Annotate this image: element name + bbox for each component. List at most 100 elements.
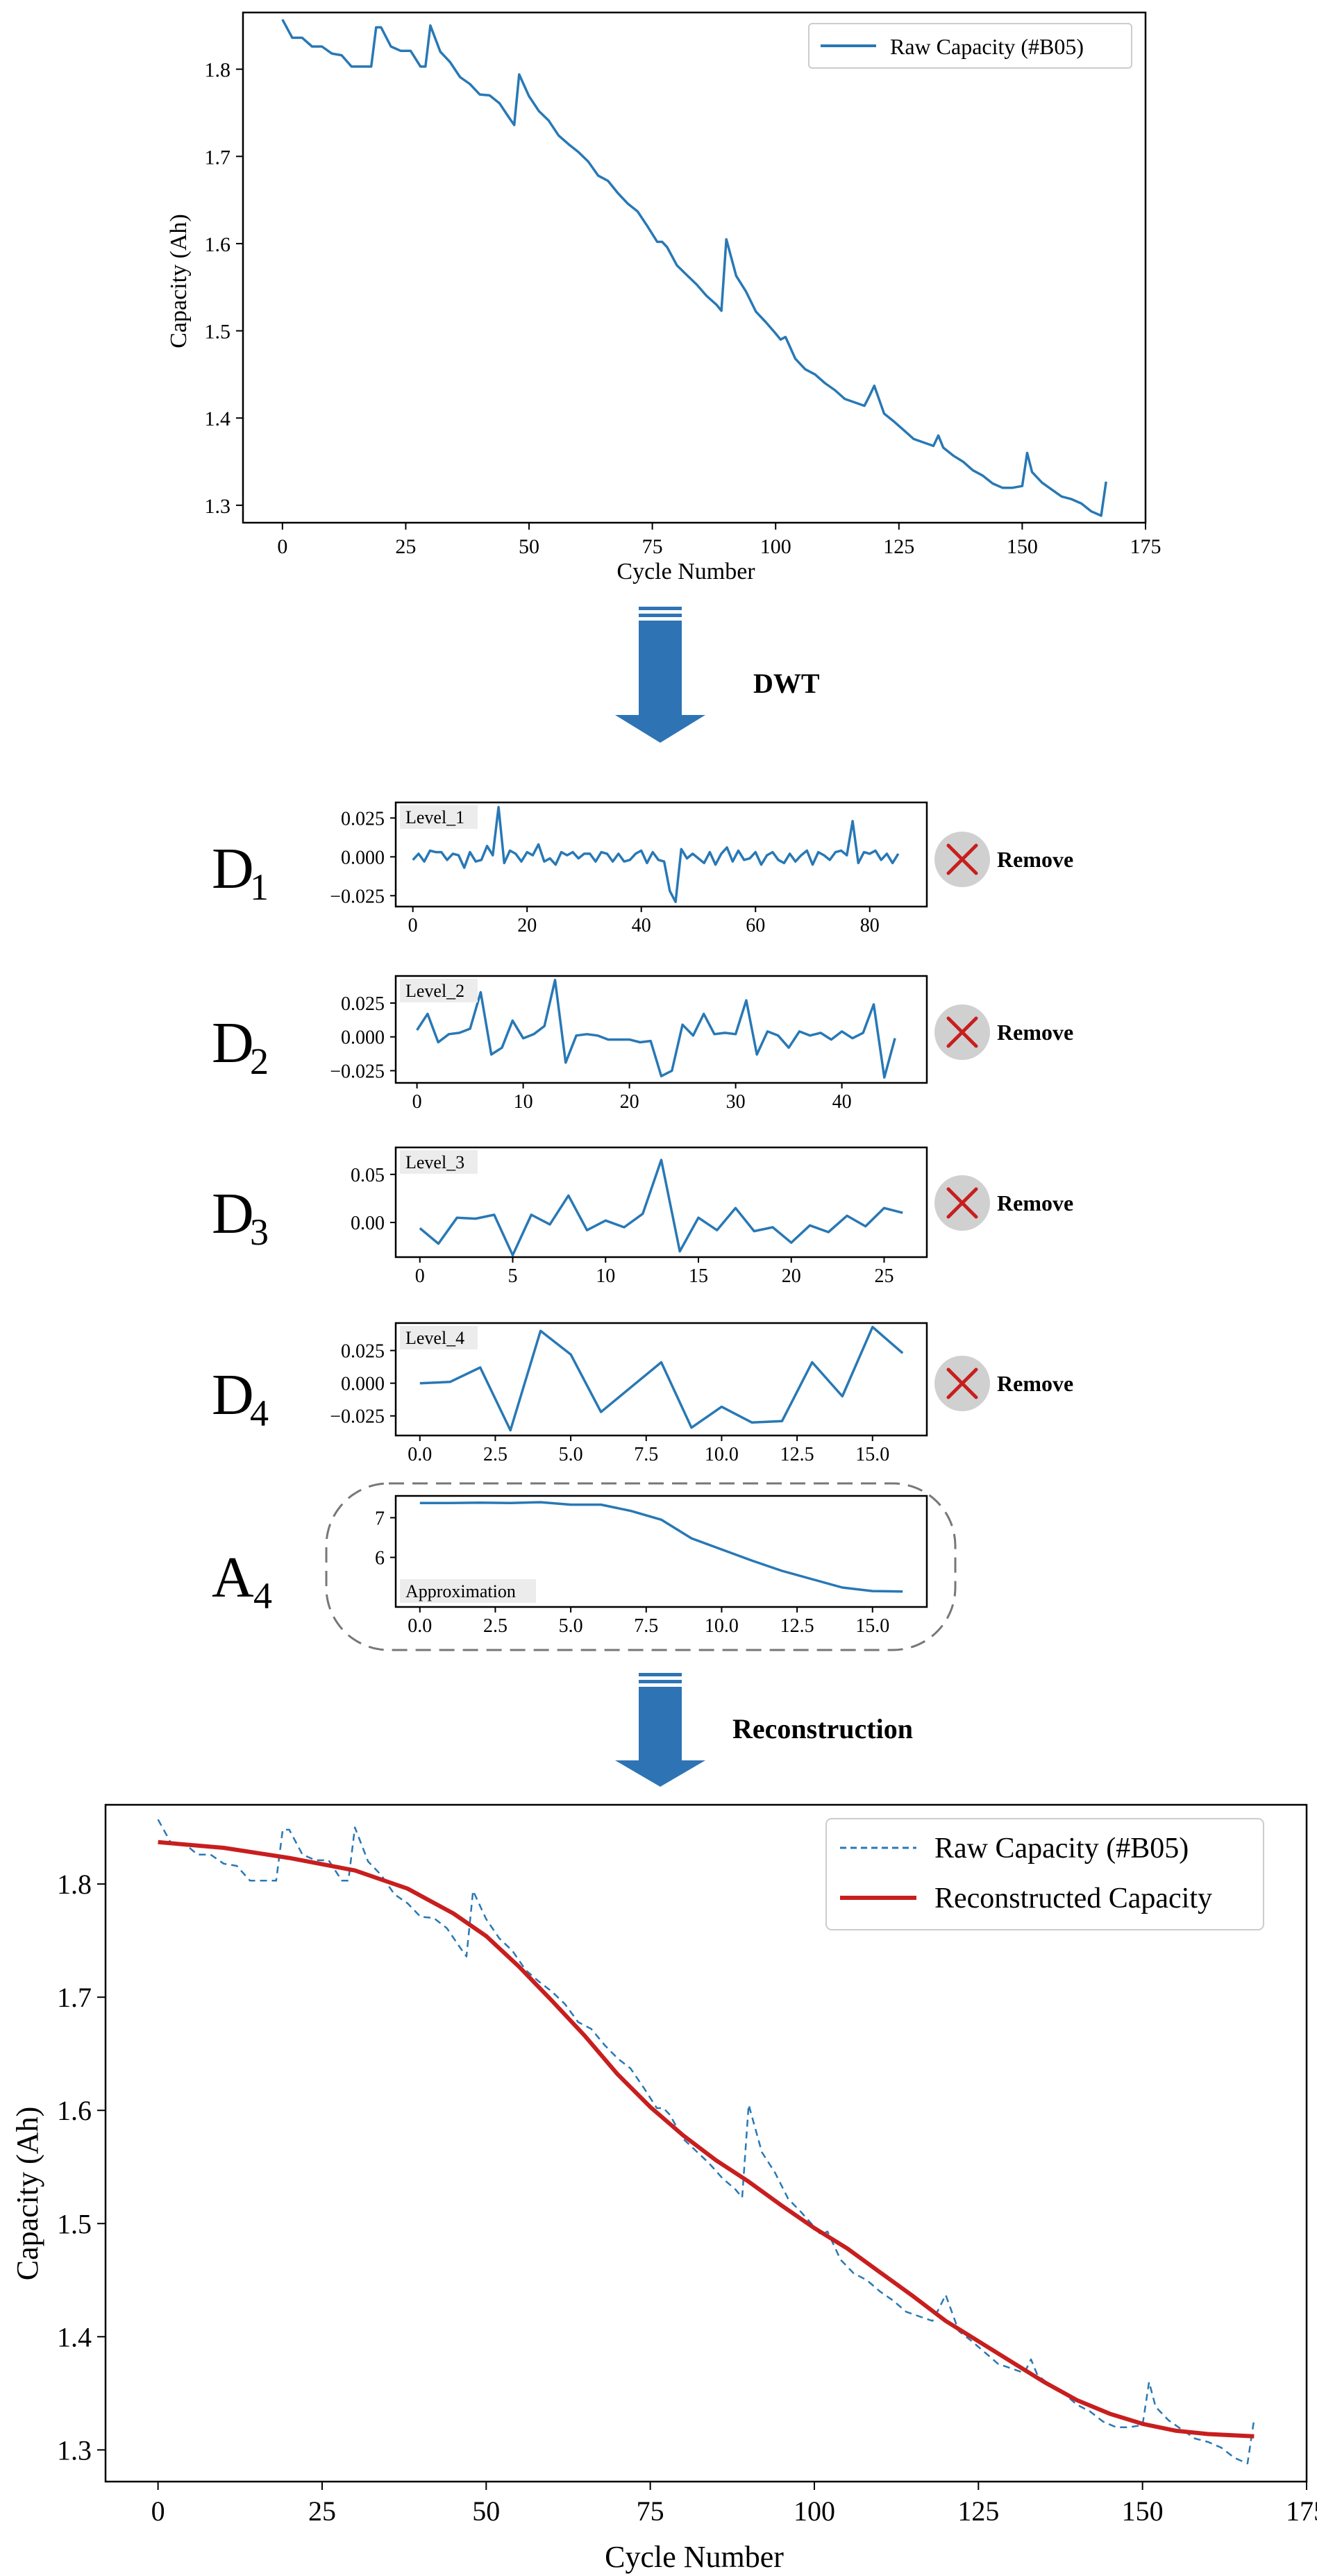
x-tick-label: 10 xyxy=(514,1091,533,1113)
y-tick-label: 1.7 xyxy=(57,1982,92,2013)
raw-chart-legend: Raw Capacity (#B05) xyxy=(808,23,1132,69)
level-tag-label: Level_3 xyxy=(405,1152,464,1172)
y-tick-label: 1.5 xyxy=(205,321,231,344)
x-tick-label: 60 xyxy=(746,915,765,936)
level-tag-bg xyxy=(400,1326,478,1349)
x-tick-label: 10.0 xyxy=(705,1615,739,1637)
x-tick-label: 25 xyxy=(874,1265,894,1287)
level-tag-label: Level_4 xyxy=(405,1328,464,1348)
x-tick-label: 80 xyxy=(860,915,880,936)
x-tick-label: 20 xyxy=(517,915,537,936)
remove-button-d4[interactable]: Remove xyxy=(934,1356,1073,1411)
x-tick-label: 0 xyxy=(277,535,287,558)
x-tick-label: 7.5 xyxy=(634,1615,658,1637)
remove-button-d2[interactable]: Remove xyxy=(934,1004,1073,1060)
d3-coefficient-line xyxy=(419,1159,903,1256)
x-tick-label: 125 xyxy=(957,2495,999,2527)
reconstruction-step: Reconstruction xyxy=(615,1673,913,1787)
remove-label: Remove xyxy=(997,1371,1073,1396)
x-tick-label: 5.0 xyxy=(559,1444,583,1465)
x-tick-label: 20 xyxy=(620,1091,639,1113)
x-tick-label: 15.0 xyxy=(855,1444,889,1465)
raw-chart-xlabel: Cycle Number xyxy=(616,559,755,584)
y-tick-label: 0.00 xyxy=(351,1213,385,1234)
a4-coefficient-line xyxy=(419,1501,903,1593)
row-letter: D xyxy=(212,1181,254,1246)
x-tick-label: 15.0 xyxy=(855,1615,889,1637)
x-tick-label: 0.0 xyxy=(408,1615,432,1637)
dwt-step: DWT xyxy=(615,607,820,743)
row-label-d3: D 3 xyxy=(212,1181,269,1253)
y-tick-label: 1.4 xyxy=(57,2321,92,2352)
x-tick-label: 12.5 xyxy=(780,1615,814,1637)
row-label-d4: D 4 xyxy=(212,1363,269,1434)
x-tick-label: 40 xyxy=(832,1091,852,1113)
remove-label: Remove xyxy=(997,847,1073,872)
x-tick-label: 75 xyxy=(637,2495,664,2527)
recon-chart-xlabel: Cycle Number xyxy=(605,2540,784,2574)
x-tick-label: 75 xyxy=(642,535,663,558)
x-tick-label: 12.5 xyxy=(780,1444,814,1465)
x-tick-label: 15 xyxy=(689,1265,708,1287)
plot-frame xyxy=(104,1803,1308,2483)
x-tick-label: 0.0 xyxy=(408,1444,432,1465)
x-tick-label: 175 xyxy=(1130,535,1161,558)
row-subscript: 4 xyxy=(250,1392,269,1434)
y-tick-label: 6 xyxy=(375,1548,385,1569)
y-tick-label: 0.05 xyxy=(351,1165,385,1186)
level-tag-label: Level_2 xyxy=(405,981,464,1001)
x-tick-label: 150 xyxy=(1007,535,1038,558)
approximation-chart: 0.0 2.5 5.0 7.5 10.0 12.5 15.0 6 7 Approximation xyxy=(375,1495,928,1637)
row-letter: D xyxy=(212,836,254,901)
y-tick-label: 1.7 xyxy=(205,146,231,169)
remove-button-d1[interactable]: Remove xyxy=(934,832,1073,887)
down-arrow-icon xyxy=(615,607,705,743)
level-tag-label: Approximation xyxy=(405,1581,516,1601)
y-tick-label: −0.025 xyxy=(330,1406,385,1428)
close-x-icon xyxy=(946,1187,978,1219)
x-tick-label: 175 xyxy=(1286,2495,1317,2527)
x-tick-label: 25 xyxy=(308,2495,336,2527)
remove-button-d3[interactable]: Remove xyxy=(934,1175,1073,1231)
row-subscript: 2 xyxy=(250,1041,269,1082)
remove-label: Remove xyxy=(997,1020,1073,1045)
legend-frame xyxy=(808,23,1132,69)
row-subscript: 1 xyxy=(250,866,269,908)
row-subscript: 3 xyxy=(250,1211,269,1253)
y-tick-label: −0.025 xyxy=(330,886,385,907)
x-tick-label: 150 xyxy=(1122,2495,1164,2527)
y-tick-label: 0.025 xyxy=(341,993,385,1015)
x-tick-label: 25 xyxy=(395,535,416,558)
x-tick-label: 125 xyxy=(883,535,914,558)
row-label-a4: A 4 xyxy=(212,1545,272,1617)
y-tick-label: 1.6 xyxy=(205,233,231,256)
x-tick-label: 0 xyxy=(412,1091,422,1113)
approximation-highlight-box xyxy=(325,1482,957,1651)
reconstruction-label: Reconstruction xyxy=(732,1713,913,1744)
recon-chart-ylabel: Capacity (Ah) xyxy=(10,2107,44,2280)
plot-frame xyxy=(394,801,928,908)
recon-chart-legend: Raw Capacity (#B05) Reconstructed Capaci… xyxy=(825,1818,1264,1930)
y-tick-label: 1.5 xyxy=(57,2208,92,2239)
level-tag-bg xyxy=(400,1150,478,1174)
y-tick-label: 0.025 xyxy=(341,1341,385,1363)
y-tick-label: 1.3 xyxy=(57,2434,92,2466)
y-tick-label: 1.4 xyxy=(205,407,231,430)
close-x-icon xyxy=(946,1016,978,1048)
x-tick-label: 0 xyxy=(151,2495,165,2527)
x-tick-label: 0 xyxy=(415,1265,425,1287)
row-letter: A xyxy=(212,1545,254,1610)
raw-capacity-dashed-line xyxy=(157,1819,1255,2465)
level-1-detail-chart: 0 20 40 60 80 −0.025 0.000 0.025 Level_1 xyxy=(330,801,928,936)
dwt-label: DWT xyxy=(753,668,820,699)
level-tag-bg xyxy=(400,805,478,829)
y-tick-label: 1.8 xyxy=(205,59,231,82)
legend-label-raw: Raw Capacity (#B05) xyxy=(890,34,1084,59)
level-4-detail-chart: 0.0 2.5 5.0 7.5 10.0 12.5 15.0 −0.025 0.000 0.025… xyxy=(330,1322,928,1465)
row-label-d1: D 1 xyxy=(212,836,269,908)
y-tick-label: 1.6 xyxy=(57,2095,92,2126)
plot-frame xyxy=(394,1495,928,1608)
x-tick-label: 100 xyxy=(794,2495,835,2527)
x-tick-label: 100 xyxy=(760,535,791,558)
row-label-d2: D 2 xyxy=(212,1011,269,1082)
